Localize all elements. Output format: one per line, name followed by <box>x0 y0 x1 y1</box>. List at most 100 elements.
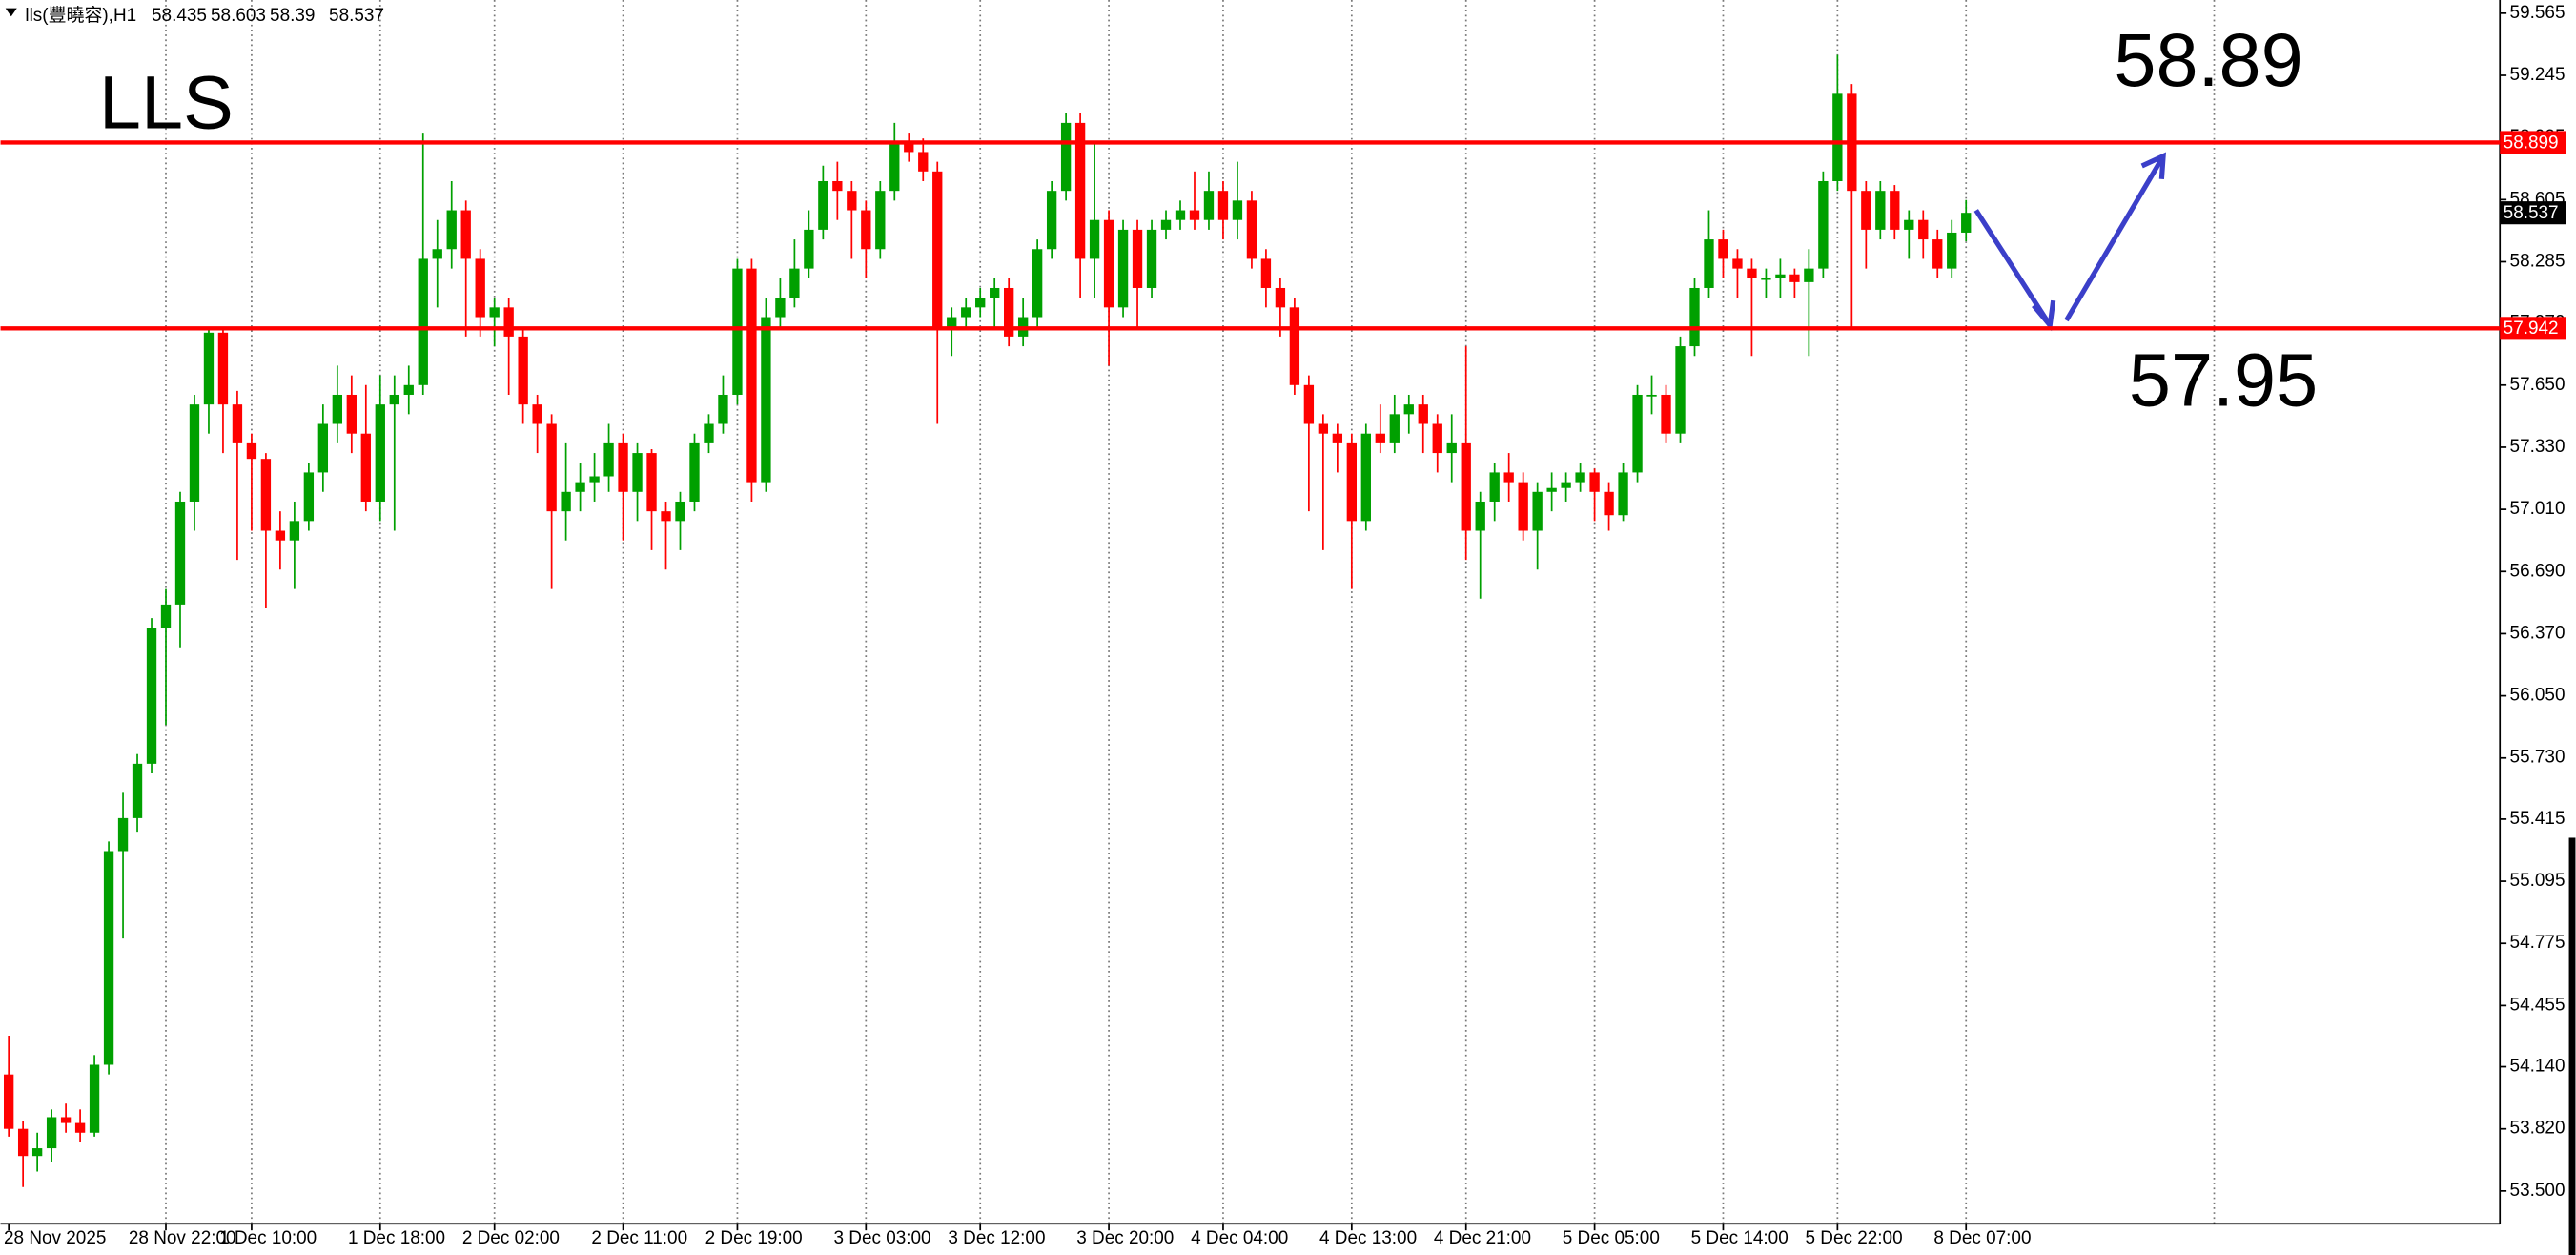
candle-body <box>1732 258 1743 269</box>
candle-body <box>1661 394 1671 434</box>
x-tick-label: 3 Dec 20:00 <box>1076 1228 1174 1248</box>
x-tick-label: 3 Dec 12:00 <box>948 1228 1045 1248</box>
candle-body <box>1289 307 1300 385</box>
candle-body <box>1117 229 1129 308</box>
candle-body <box>146 628 157 764</box>
annotation: 58.89 <box>2114 17 2302 102</box>
candle-body <box>1775 274 1786 278</box>
y-tick-label: 54.140 <box>2510 1057 2566 1077</box>
candle-body <box>561 491 571 512</box>
candle-body <box>546 423 557 512</box>
candle-body <box>1489 472 1500 502</box>
candle-body <box>60 1117 72 1123</box>
candle-body <box>1689 287 1700 347</box>
candle-body <box>275 530 286 541</box>
candle-body <box>1189 210 1200 220</box>
candle-body <box>1275 287 1286 308</box>
candle-body <box>1904 219 1914 230</box>
candle-body <box>875 191 886 250</box>
candle-body <box>460 210 471 259</box>
candle-body <box>575 482 585 492</box>
x-tick-label: 5 Dec 14:00 <box>1691 1228 1789 1248</box>
x-tick-label: 28 Nov 22:00 <box>129 1228 236 1248</box>
candle-body <box>1890 191 1900 230</box>
candle-body <box>117 817 129 852</box>
candle-body <box>1518 482 1528 531</box>
header-close: 58.537 <box>329 6 384 26</box>
candle-body <box>289 521 300 541</box>
candle-body <box>232 404 243 443</box>
symbol-label: lls(豐曉容),H1 <box>25 5 136 26</box>
candle-body <box>1646 394 1657 397</box>
candle-body <box>1103 219 1114 308</box>
candle-body <box>761 317 771 483</box>
candle-body <box>1747 268 1757 278</box>
candle-body <box>1947 232 1957 269</box>
candle-body <box>17 1128 29 1157</box>
candle-body <box>489 307 500 318</box>
y-tick-label: 56.370 <box>2510 623 2566 643</box>
candle-body <box>1604 491 1614 516</box>
y-tick-label: 56.050 <box>2510 686 2566 706</box>
header-high: 58.603 <box>211 6 266 26</box>
candle-body <box>1932 239 1943 269</box>
candle-body <box>1632 394 1643 473</box>
candle-body <box>603 442 614 477</box>
annotation: LLS <box>99 60 234 145</box>
candle-body <box>1618 472 1628 516</box>
candle-body <box>804 229 814 269</box>
candle-body <box>246 442 257 460</box>
x-tick-label: 1 Dec 18:00 <box>348 1228 445 1248</box>
x-tick-label: 28 Nov 2025 <box>4 1228 106 1248</box>
candle-body <box>1832 93 1843 181</box>
x-tick-label: 4 Dec 04:00 <box>1191 1228 1288 1248</box>
candle-body <box>346 394 357 434</box>
x-tick-label: 2 Dec 11:00 <box>591 1228 687 1248</box>
candle-body <box>1389 414 1400 443</box>
candle-body <box>1032 249 1043 318</box>
candle-body <box>1804 268 1814 282</box>
candle-body <box>675 501 685 522</box>
y-tick-label: 53.820 <box>2510 1119 2566 1139</box>
candle-body <box>389 394 399 405</box>
candle-body <box>1360 433 1371 522</box>
candle-body <box>217 332 229 405</box>
level-label: 57.942 <box>2504 319 2559 339</box>
price-label: 58.537 <box>2504 203 2559 223</box>
candle-body <box>618 442 628 492</box>
candle-body <box>332 394 343 424</box>
candle-body <box>1060 122 1072 192</box>
candle-body <box>1461 442 1471 531</box>
candle-body <box>1675 346 1686 434</box>
x-tick-label: 5 Dec 05:00 <box>1563 1228 1660 1248</box>
candle-body <box>1861 191 1871 230</box>
plot-area <box>3 0 1972 1224</box>
y-tick-label: 57.010 <box>2510 499 2566 519</box>
menu-icon[interactable] <box>5 8 17 17</box>
y-tick-label: 56.690 <box>2510 561 2566 581</box>
candle-body <box>1004 287 1014 337</box>
candle-body <box>904 142 914 153</box>
arrow-head <box>2032 299 2056 332</box>
candle-body <box>46 1117 57 1149</box>
candle-body <box>1146 229 1157 288</box>
candle-body <box>1704 239 1714 288</box>
candle-body <box>990 287 1000 298</box>
candle-body <box>861 210 871 250</box>
candle-body <box>947 317 957 327</box>
x-tick-label: 1 Dec 10:00 <box>219 1228 317 1248</box>
candle-body <box>317 423 329 473</box>
candle-body <box>1761 278 1771 280</box>
candle-body <box>789 268 800 298</box>
y-tick-label: 54.455 <box>2510 995 2566 1015</box>
y-tick-label: 54.775 <box>2510 933 2566 953</box>
candle-body <box>3 1074 14 1129</box>
scroll-bar <box>2568 837 2576 1255</box>
candle-body <box>1246 200 1257 259</box>
candle-body <box>1475 501 1485 531</box>
candle-body <box>360 433 371 502</box>
x-tick-label: 3 Dec 03:00 <box>833 1228 930 1248</box>
candle-body <box>1418 404 1428 424</box>
candle-body <box>1961 213 1972 233</box>
candle-body <box>189 404 200 502</box>
